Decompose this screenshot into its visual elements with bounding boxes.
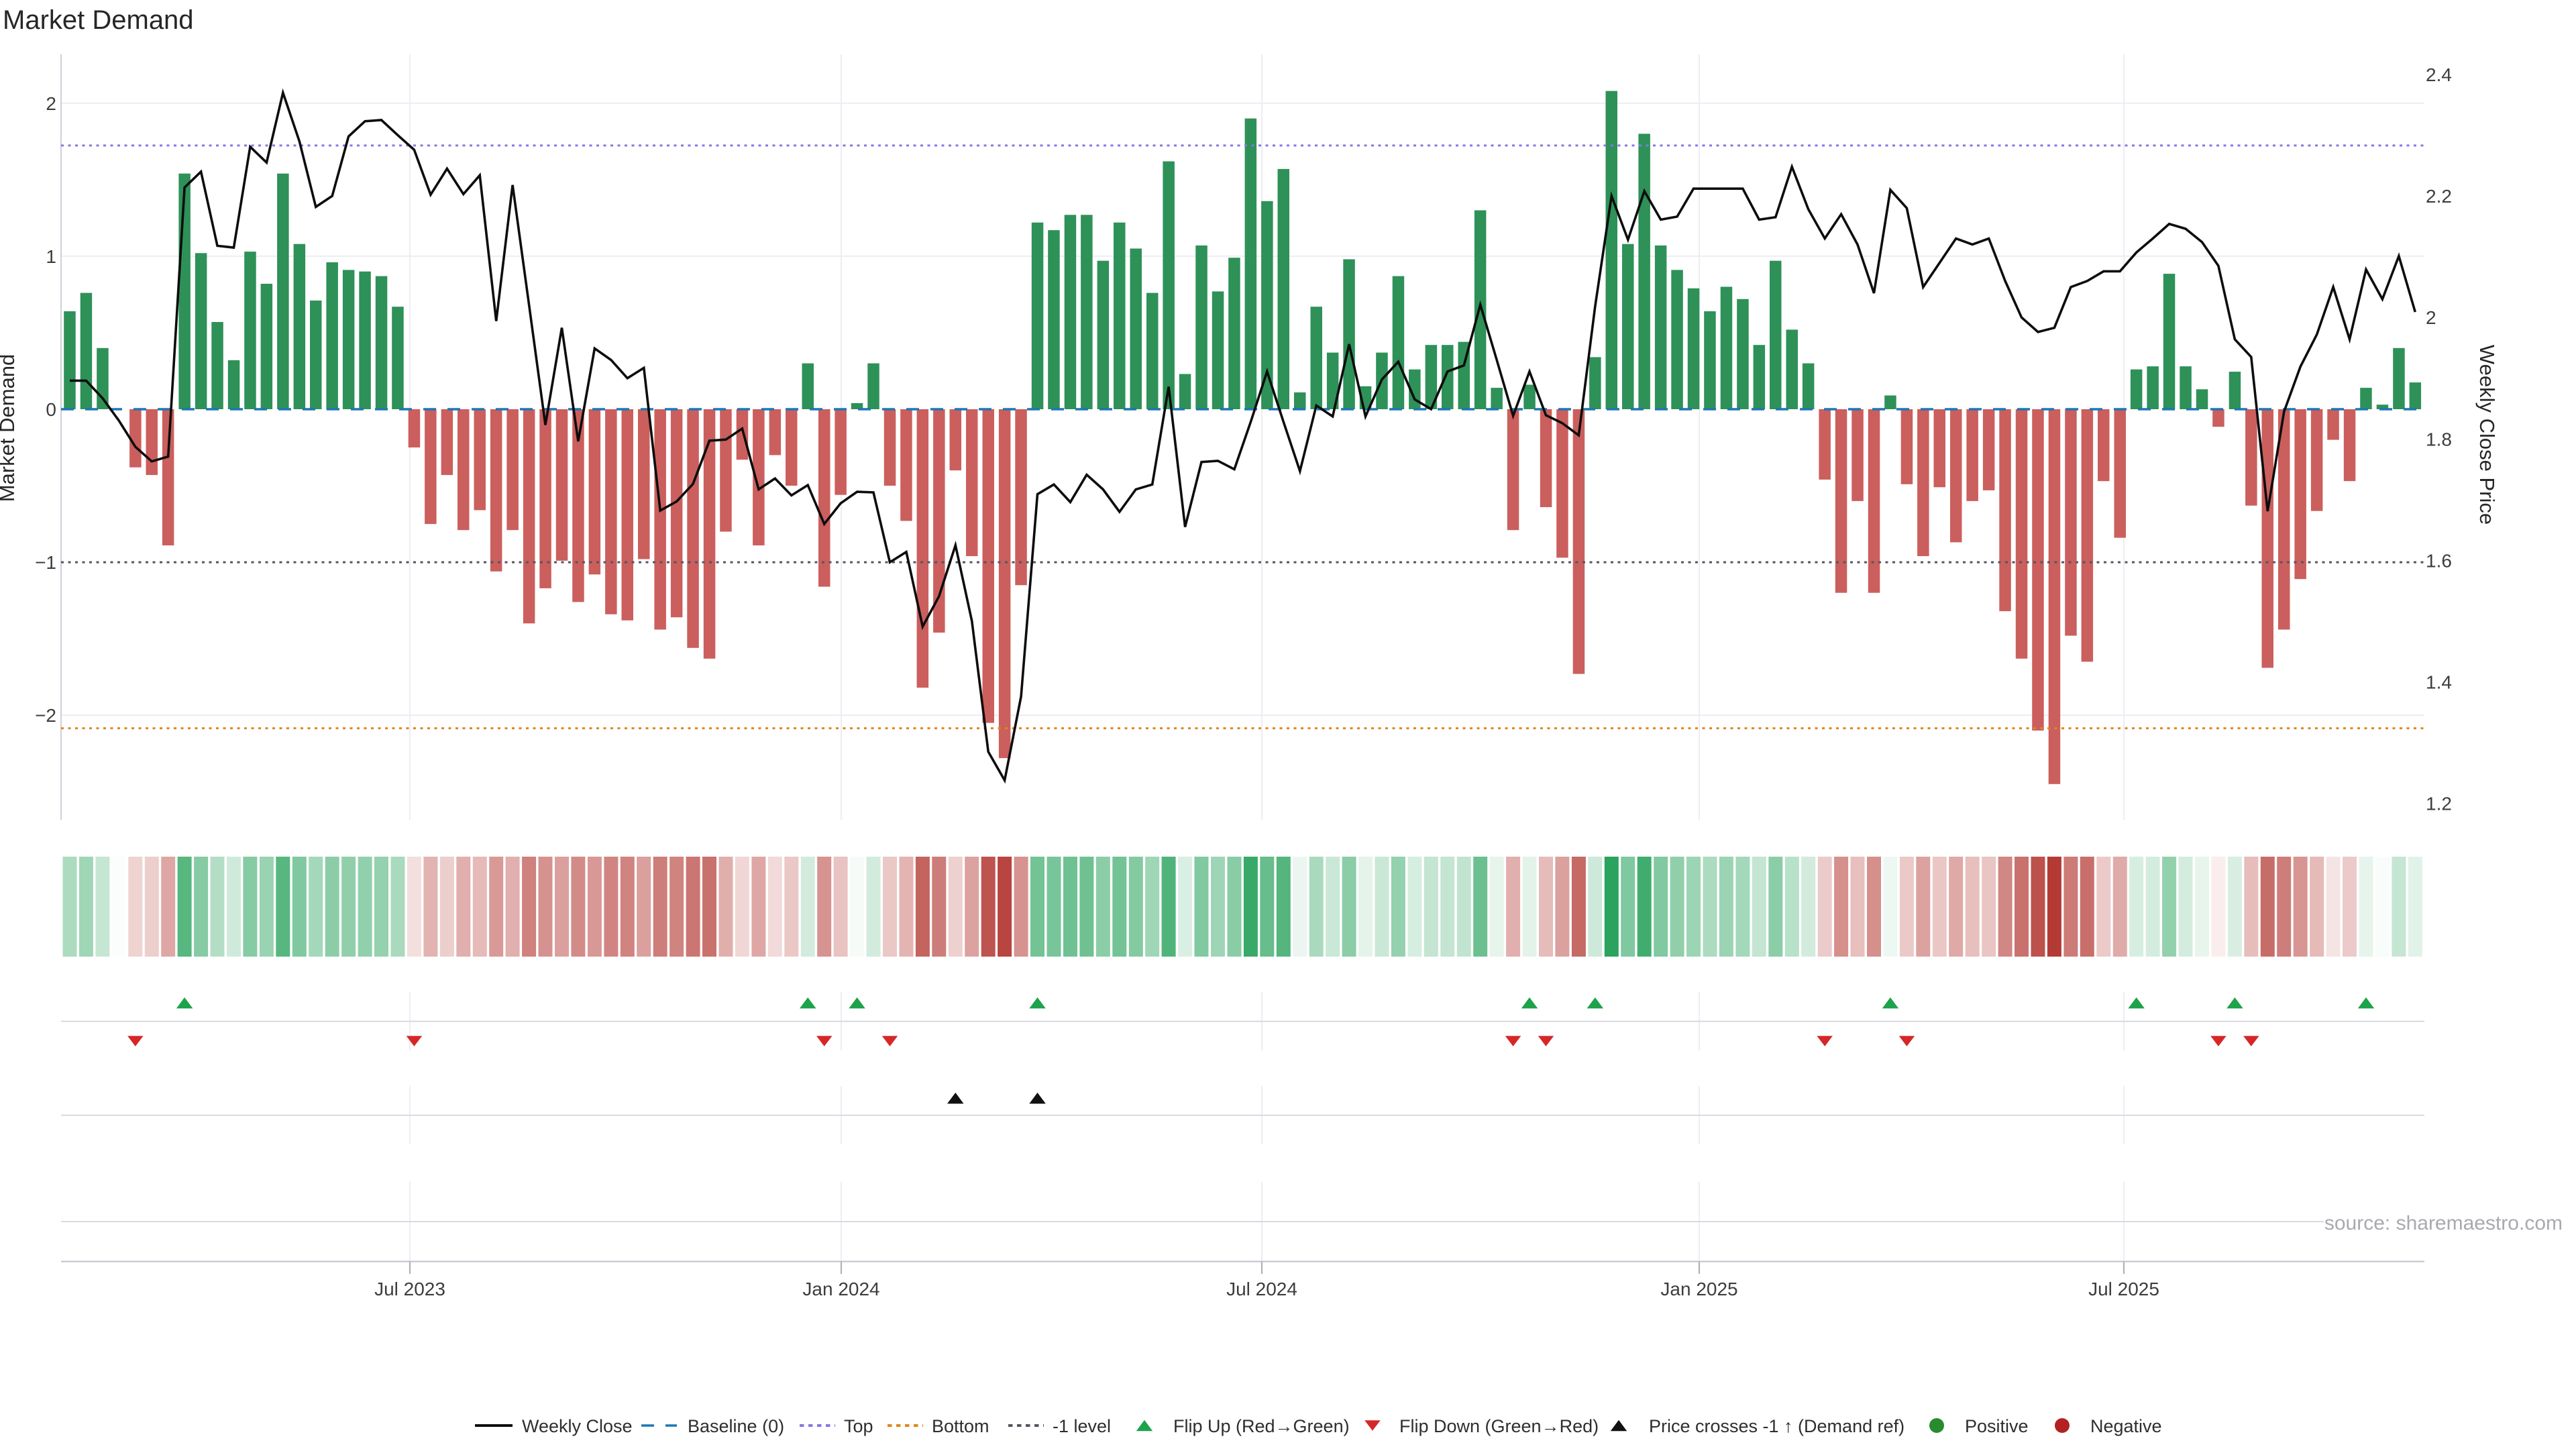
svg-text:Positive: Positive (1965, 1416, 2029, 1436)
svg-text:Top: Top (844, 1416, 873, 1436)
svg-text:-1 level: -1 level (1053, 1416, 1111, 1436)
svg-text:Jul 2024: Jul 2024 (1226, 1279, 1297, 1299)
svg-text:Jul 2025: Jul 2025 (2088, 1279, 2159, 1299)
svg-text:1.8: 1.8 (2426, 429, 2452, 449)
svg-text:1.6: 1.6 (2426, 550, 2452, 571)
svg-text:Weekly Close Price: Weekly Close Price (2475, 345, 2499, 525)
svg-text:2.4: 2.4 (2426, 64, 2452, 85)
svg-text:Price crosses -1 ↑ (Demand ref: Price crosses -1 ↑ (Demand ref) (1649, 1416, 1904, 1436)
svg-text:Bottom: Bottom (932, 1416, 989, 1436)
svg-text:Baseline (0): Baseline (0) (688, 1416, 784, 1436)
svg-text:Flip Up (Red→Green): Flip Up (Red→Green) (1173, 1416, 1350, 1436)
svg-text:1.4: 1.4 (2426, 672, 2452, 693)
svg-text:2.2: 2.2 (2426, 186, 2452, 207)
svg-text:2: 2 (2426, 307, 2436, 328)
svg-text:1.2: 1.2 (2426, 794, 2452, 814)
svg-text:Flip Down (Green→Red): Flip Down (Green→Red) (1399, 1416, 1599, 1436)
svg-text:0: 0 (46, 399, 56, 420)
svg-text:Market Demand: Market Demand (0, 354, 19, 502)
svg-text:2: 2 (46, 93, 56, 114)
svg-text:−1: −1 (35, 552, 56, 573)
svg-text:1: 1 (46, 246, 56, 267)
svg-text:Market Demand: Market Demand (3, 5, 194, 35)
svg-text:Jan 2024: Jan 2024 (802, 1279, 879, 1299)
svg-text:−2: −2 (35, 705, 56, 726)
svg-text:Weekly Close: Weekly Close (522, 1416, 633, 1436)
svg-text:source: sharemaestro.com: source: sharemaestro.com (2324, 1212, 2563, 1234)
svg-text:Jul 2023: Jul 2023 (374, 1279, 445, 1299)
svg-text:Negative: Negative (2090, 1416, 2162, 1436)
svg-text:Jan 2025: Jan 2025 (1660, 1279, 1737, 1299)
